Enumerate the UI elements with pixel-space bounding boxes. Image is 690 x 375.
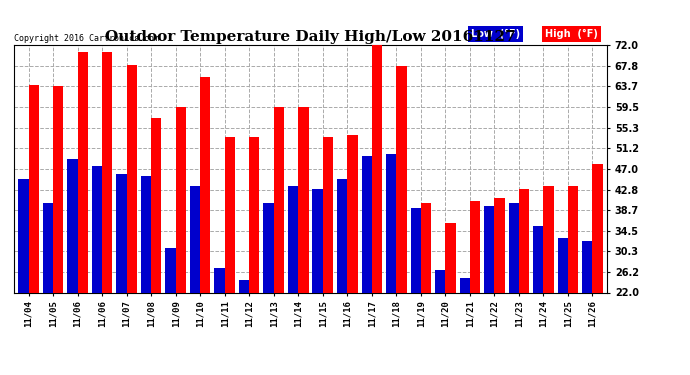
Bar: [92, 166, 102, 292]
Bar: [347, 135, 357, 292]
Bar: [372, 45, 382, 292]
Bar: [568, 186, 578, 292]
Bar: [509, 203, 519, 292]
Bar: [239, 280, 249, 292]
Title: Outdoor Temperature Daily High/Low 20161127: Outdoor Temperature Daily High/Low 20161…: [105, 30, 516, 44]
Bar: [215, 268, 225, 292]
Bar: [533, 226, 544, 292]
Bar: [558, 238, 568, 292]
Bar: [593, 164, 603, 292]
Bar: [495, 198, 504, 292]
Bar: [445, 223, 455, 292]
Bar: [411, 209, 421, 292]
Bar: [298, 107, 308, 292]
Bar: [249, 136, 259, 292]
Bar: [386, 154, 396, 292]
Bar: [362, 156, 372, 292]
Bar: [337, 178, 347, 292]
Bar: [176, 107, 186, 292]
Bar: [460, 278, 470, 292]
Text: Low  (°F): Low (°F): [471, 29, 520, 39]
Text: Copyright 2016 Cartronics.com: Copyright 2016 Cartronics.com: [14, 33, 159, 42]
Bar: [141, 176, 151, 292]
Bar: [519, 189, 529, 292]
Bar: [484, 206, 495, 292]
Bar: [151, 118, 161, 292]
Bar: [225, 136, 235, 292]
Bar: [421, 203, 431, 292]
Bar: [126, 65, 137, 292]
Bar: [544, 186, 554, 292]
Bar: [264, 203, 274, 292]
Bar: [274, 107, 284, 292]
Bar: [313, 189, 323, 292]
Bar: [190, 186, 200, 292]
Bar: [323, 136, 333, 292]
Bar: [102, 53, 112, 292]
Bar: [470, 201, 480, 292]
Bar: [117, 174, 126, 292]
Bar: [67, 159, 77, 292]
Bar: [435, 270, 445, 292]
Bar: [18, 178, 28, 292]
Bar: [200, 77, 210, 292]
Bar: [53, 86, 63, 292]
Bar: [288, 186, 298, 292]
Bar: [43, 203, 53, 292]
Bar: [582, 240, 593, 292]
Text: High  (°F): High (°F): [545, 29, 598, 39]
Bar: [28, 85, 39, 292]
Bar: [166, 248, 176, 292]
Bar: [77, 53, 88, 292]
Bar: [396, 66, 406, 292]
